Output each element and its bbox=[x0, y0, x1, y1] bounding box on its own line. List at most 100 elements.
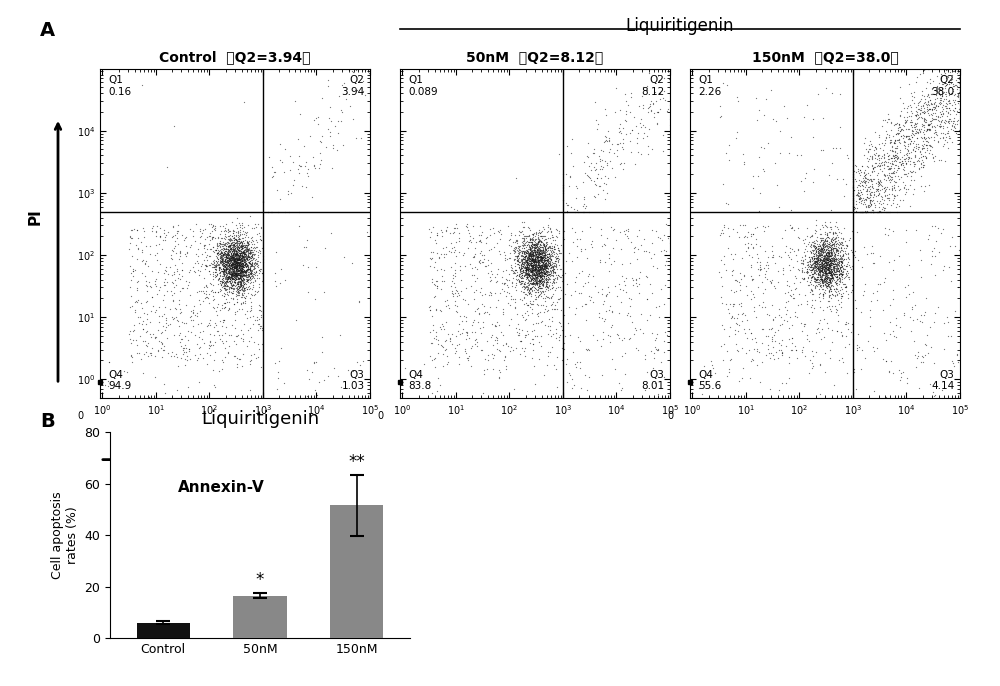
Point bbox=[529, 279, 545, 289]
Point bbox=[530, 262, 546, 273]
Point bbox=[886, 331, 902, 342]
Point bbox=[726, 312, 742, 323]
Title: Liquiritigenin: Liquiritigenin bbox=[201, 410, 319, 428]
Point bbox=[799, 268, 815, 279]
Point bbox=[222, 260, 238, 271]
Point bbox=[829, 244, 845, 255]
Point bbox=[746, 292, 762, 303]
Point bbox=[824, 248, 840, 259]
Point bbox=[224, 261, 240, 272]
Point bbox=[232, 255, 248, 266]
Point bbox=[616, 225, 632, 236]
Point bbox=[537, 260, 553, 271]
Point bbox=[227, 256, 243, 267]
Point bbox=[207, 382, 223, 393]
Point bbox=[803, 231, 819, 242]
Point bbox=[816, 252, 832, 263]
Point bbox=[230, 252, 246, 263]
Point bbox=[718, 264, 734, 275]
Point bbox=[518, 250, 534, 261]
Point bbox=[597, 239, 613, 250]
Point bbox=[216, 248, 232, 259]
Point bbox=[825, 238, 841, 249]
Point bbox=[223, 248, 239, 259]
Point bbox=[228, 252, 244, 263]
Point bbox=[867, 153, 883, 164]
Point bbox=[221, 259, 237, 270]
Point bbox=[534, 277, 550, 288]
Point bbox=[242, 263, 258, 274]
Point bbox=[832, 250, 848, 261]
Point bbox=[818, 268, 834, 279]
Point bbox=[661, 73, 677, 84]
Point bbox=[900, 152, 916, 163]
Point bbox=[802, 246, 818, 257]
Point bbox=[807, 274, 823, 285]
Point bbox=[804, 252, 820, 263]
Point bbox=[938, 132, 954, 143]
Point bbox=[232, 225, 248, 236]
Point bbox=[243, 260, 259, 271]
Point bbox=[469, 304, 485, 315]
Point bbox=[519, 253, 535, 264]
Point bbox=[533, 248, 549, 259]
Point bbox=[234, 220, 250, 230]
Point bbox=[812, 261, 828, 272]
Point bbox=[822, 268, 838, 279]
Point bbox=[827, 242, 843, 253]
Point bbox=[582, 172, 598, 183]
Point bbox=[540, 242, 556, 253]
Point bbox=[927, 250, 943, 261]
Point bbox=[904, 94, 920, 105]
Point bbox=[915, 100, 931, 111]
Point bbox=[805, 264, 821, 275]
Point bbox=[517, 268, 533, 279]
Point bbox=[952, 118, 968, 129]
Point bbox=[855, 206, 871, 217]
Point bbox=[483, 274, 499, 285]
Point bbox=[541, 270, 557, 281]
Point bbox=[783, 285, 799, 296]
Point bbox=[125, 334, 141, 345]
Point bbox=[807, 275, 823, 286]
Point bbox=[529, 298, 545, 309]
Point bbox=[941, 97, 957, 108]
Point bbox=[225, 265, 241, 276]
Point bbox=[240, 244, 256, 255]
Point bbox=[238, 258, 254, 269]
Point bbox=[541, 261, 557, 272]
Point bbox=[540, 274, 556, 285]
Point bbox=[902, 156, 918, 167]
Point bbox=[934, 101, 950, 112]
Point bbox=[221, 231, 237, 242]
Point bbox=[511, 244, 527, 255]
Point bbox=[934, 86, 950, 97]
Point bbox=[221, 259, 237, 270]
Point bbox=[230, 281, 246, 292]
Point bbox=[951, 124, 967, 135]
Point bbox=[128, 295, 144, 306]
Point bbox=[235, 248, 251, 259]
Point bbox=[535, 246, 551, 257]
Point bbox=[809, 252, 825, 263]
Point bbox=[125, 265, 141, 276]
Point bbox=[177, 233, 193, 244]
Point bbox=[154, 326, 170, 337]
Point bbox=[122, 238, 138, 249]
Point bbox=[770, 265, 786, 276]
Point bbox=[823, 242, 839, 253]
Point bbox=[840, 252, 856, 263]
Point bbox=[949, 106, 965, 117]
Point bbox=[825, 252, 841, 263]
Point bbox=[553, 248, 569, 259]
Point bbox=[604, 305, 620, 316]
Point bbox=[229, 297, 245, 308]
Point bbox=[932, 121, 948, 132]
Point bbox=[845, 190, 861, 201]
Point bbox=[509, 259, 525, 270]
Point bbox=[512, 335, 528, 346]
Point bbox=[213, 255, 229, 266]
Point bbox=[222, 240, 238, 251]
Point bbox=[561, 180, 577, 191]
Point bbox=[231, 304, 247, 315]
